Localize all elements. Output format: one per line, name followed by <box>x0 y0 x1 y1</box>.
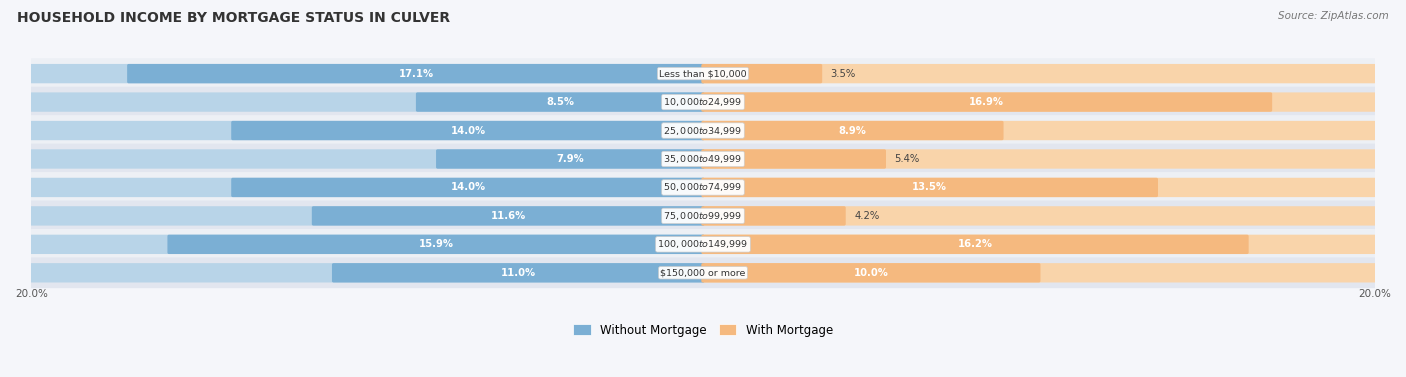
Text: $100,000 to $149,999: $100,000 to $149,999 <box>658 238 748 250</box>
Text: $75,000 to $99,999: $75,000 to $99,999 <box>664 210 742 222</box>
FancyBboxPatch shape <box>30 178 704 197</box>
Text: 8.9%: 8.9% <box>838 126 866 135</box>
FancyBboxPatch shape <box>231 178 704 197</box>
FancyBboxPatch shape <box>702 206 1376 225</box>
FancyBboxPatch shape <box>312 206 704 225</box>
Text: 10.0%: 10.0% <box>853 268 889 278</box>
Text: 7.9%: 7.9% <box>557 154 585 164</box>
Text: 16.9%: 16.9% <box>969 97 1004 107</box>
Text: 16.2%: 16.2% <box>957 239 993 249</box>
FancyBboxPatch shape <box>332 263 704 282</box>
Text: 20.0%: 20.0% <box>15 289 48 299</box>
Text: $25,000 to $34,999: $25,000 to $34,999 <box>664 124 742 136</box>
FancyBboxPatch shape <box>30 58 1376 89</box>
Text: $150,000 or more: $150,000 or more <box>661 268 745 277</box>
FancyBboxPatch shape <box>702 121 1004 140</box>
FancyBboxPatch shape <box>702 149 886 169</box>
FancyBboxPatch shape <box>436 149 704 169</box>
FancyBboxPatch shape <box>30 234 704 254</box>
FancyBboxPatch shape <box>231 121 704 140</box>
FancyBboxPatch shape <box>702 178 1376 197</box>
FancyBboxPatch shape <box>702 92 1376 112</box>
FancyBboxPatch shape <box>702 263 1040 282</box>
FancyBboxPatch shape <box>30 92 704 112</box>
FancyBboxPatch shape <box>702 263 1376 282</box>
FancyBboxPatch shape <box>30 172 1376 203</box>
FancyBboxPatch shape <box>702 64 823 83</box>
Text: 3.5%: 3.5% <box>831 69 856 79</box>
Text: 11.6%: 11.6% <box>491 211 526 221</box>
Text: 17.1%: 17.1% <box>398 69 433 79</box>
Text: HOUSEHOLD INCOME BY MORTGAGE STATUS IN CULVER: HOUSEHOLD INCOME BY MORTGAGE STATUS IN C… <box>17 11 450 25</box>
FancyBboxPatch shape <box>30 257 1376 288</box>
FancyBboxPatch shape <box>702 234 1376 254</box>
FancyBboxPatch shape <box>30 87 1376 118</box>
FancyBboxPatch shape <box>30 144 1376 174</box>
Text: 8.5%: 8.5% <box>547 97 574 107</box>
Text: 5.4%: 5.4% <box>894 154 920 164</box>
Text: 20.0%: 20.0% <box>1358 289 1391 299</box>
FancyBboxPatch shape <box>167 234 704 254</box>
Text: 13.5%: 13.5% <box>912 182 948 192</box>
FancyBboxPatch shape <box>702 206 845 225</box>
FancyBboxPatch shape <box>30 201 1376 231</box>
Text: Less than $10,000: Less than $10,000 <box>659 69 747 78</box>
FancyBboxPatch shape <box>30 206 704 225</box>
Legend: Without Mortgage, With Mortgage: Without Mortgage, With Mortgage <box>568 319 838 341</box>
Text: 14.0%: 14.0% <box>450 182 485 192</box>
FancyBboxPatch shape <box>416 92 704 112</box>
Text: 4.2%: 4.2% <box>853 211 879 221</box>
FancyBboxPatch shape <box>702 149 1376 169</box>
FancyBboxPatch shape <box>127 64 704 83</box>
FancyBboxPatch shape <box>30 229 1376 260</box>
Text: $10,000 to $24,999: $10,000 to $24,999 <box>664 96 742 108</box>
FancyBboxPatch shape <box>30 149 704 169</box>
FancyBboxPatch shape <box>702 178 1159 197</box>
FancyBboxPatch shape <box>30 263 704 282</box>
FancyBboxPatch shape <box>30 121 704 140</box>
FancyBboxPatch shape <box>702 234 1249 254</box>
FancyBboxPatch shape <box>702 64 1376 83</box>
FancyBboxPatch shape <box>30 115 1376 146</box>
FancyBboxPatch shape <box>30 64 704 83</box>
Text: $35,000 to $49,999: $35,000 to $49,999 <box>664 153 742 165</box>
Text: Source: ZipAtlas.com: Source: ZipAtlas.com <box>1278 11 1389 21</box>
Text: 14.0%: 14.0% <box>450 126 485 135</box>
Text: 15.9%: 15.9% <box>419 239 454 249</box>
FancyBboxPatch shape <box>702 92 1272 112</box>
FancyBboxPatch shape <box>702 121 1376 140</box>
Text: 11.0%: 11.0% <box>501 268 536 278</box>
Text: $50,000 to $74,999: $50,000 to $74,999 <box>664 181 742 193</box>
